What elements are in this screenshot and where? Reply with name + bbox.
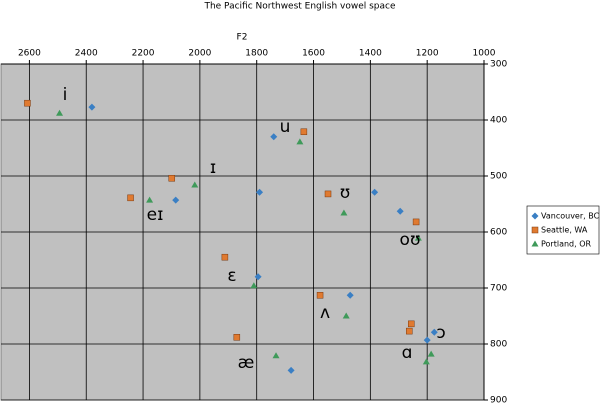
point xyxy=(287,366,295,374)
point xyxy=(408,320,415,328)
legend-marker xyxy=(531,212,539,220)
point xyxy=(414,234,422,241)
point xyxy=(430,328,438,336)
x-tick-label: 2000 xyxy=(188,49,211,59)
point xyxy=(256,188,264,196)
y-tick-label: 600 xyxy=(490,228,507,238)
y-tick-label: 800 xyxy=(490,340,507,350)
y-tick-label: 400 xyxy=(490,116,507,126)
point xyxy=(24,99,31,107)
point xyxy=(172,196,180,204)
x-tick-label: 2600 xyxy=(18,49,41,59)
point xyxy=(56,109,64,116)
point xyxy=(342,312,350,319)
point xyxy=(270,133,278,141)
legend: Vancouver, BC Seattle, WA Portland, OR xyxy=(526,205,600,255)
y-tick-label: 300 xyxy=(490,60,507,70)
legend-label: Vancouver, BC xyxy=(541,212,600,221)
vowel-label: ɛ xyxy=(227,266,236,286)
point xyxy=(427,350,435,357)
vowel-label: i xyxy=(63,85,68,105)
chart-title: The Pacific Northwest English vowel spac… xyxy=(203,2,396,12)
point xyxy=(396,207,404,215)
point xyxy=(371,188,379,196)
legend-marker xyxy=(531,226,539,234)
point xyxy=(250,282,258,289)
point xyxy=(300,128,308,136)
vowel-label: ʌ xyxy=(320,303,330,323)
x-tick-label: 1000 xyxy=(473,49,496,59)
x-tick-label: 1800 xyxy=(245,49,268,59)
point xyxy=(233,334,241,341)
point xyxy=(127,194,134,202)
legend-label: Portland, OR xyxy=(541,240,592,249)
vowel-label: æ xyxy=(238,353,255,373)
point xyxy=(254,273,262,281)
x-axis-label: F2 xyxy=(237,33,248,43)
x-tick-label: 1200 xyxy=(416,49,439,59)
x-tick-label: 1400 xyxy=(359,49,382,59)
legend-label: Seattle, WA xyxy=(541,226,588,235)
vowel-label: ɪ xyxy=(210,158,216,178)
vowel-label: oʊ xyxy=(400,230,421,250)
vowel-label: ʊ xyxy=(340,183,351,203)
vowel-label: u xyxy=(280,117,291,137)
point xyxy=(340,209,348,216)
vowel-label: eɪ xyxy=(147,205,164,225)
x-tick-label: 2200 xyxy=(132,49,155,59)
point xyxy=(191,181,199,188)
x-tick-label: 2400 xyxy=(75,49,98,59)
y-tick-label: 500 xyxy=(490,172,507,182)
y-tick-label: 900 xyxy=(490,396,507,404)
point xyxy=(272,352,280,359)
point xyxy=(88,103,96,111)
vowel-label: ɑ xyxy=(402,343,413,363)
point xyxy=(346,291,354,299)
point xyxy=(412,218,420,226)
point xyxy=(422,358,430,365)
point xyxy=(221,253,229,261)
legend-box xyxy=(526,205,600,255)
y-tick-label: 700 xyxy=(490,284,507,294)
legend-marker xyxy=(531,240,539,247)
point xyxy=(168,174,176,182)
point xyxy=(146,196,154,203)
point xyxy=(406,327,413,335)
point xyxy=(324,190,332,198)
point xyxy=(296,138,304,145)
x-tick-label: 1600 xyxy=(302,49,325,59)
point xyxy=(316,292,324,299)
vowel-label: ɔ xyxy=(436,323,445,343)
point xyxy=(423,336,431,344)
